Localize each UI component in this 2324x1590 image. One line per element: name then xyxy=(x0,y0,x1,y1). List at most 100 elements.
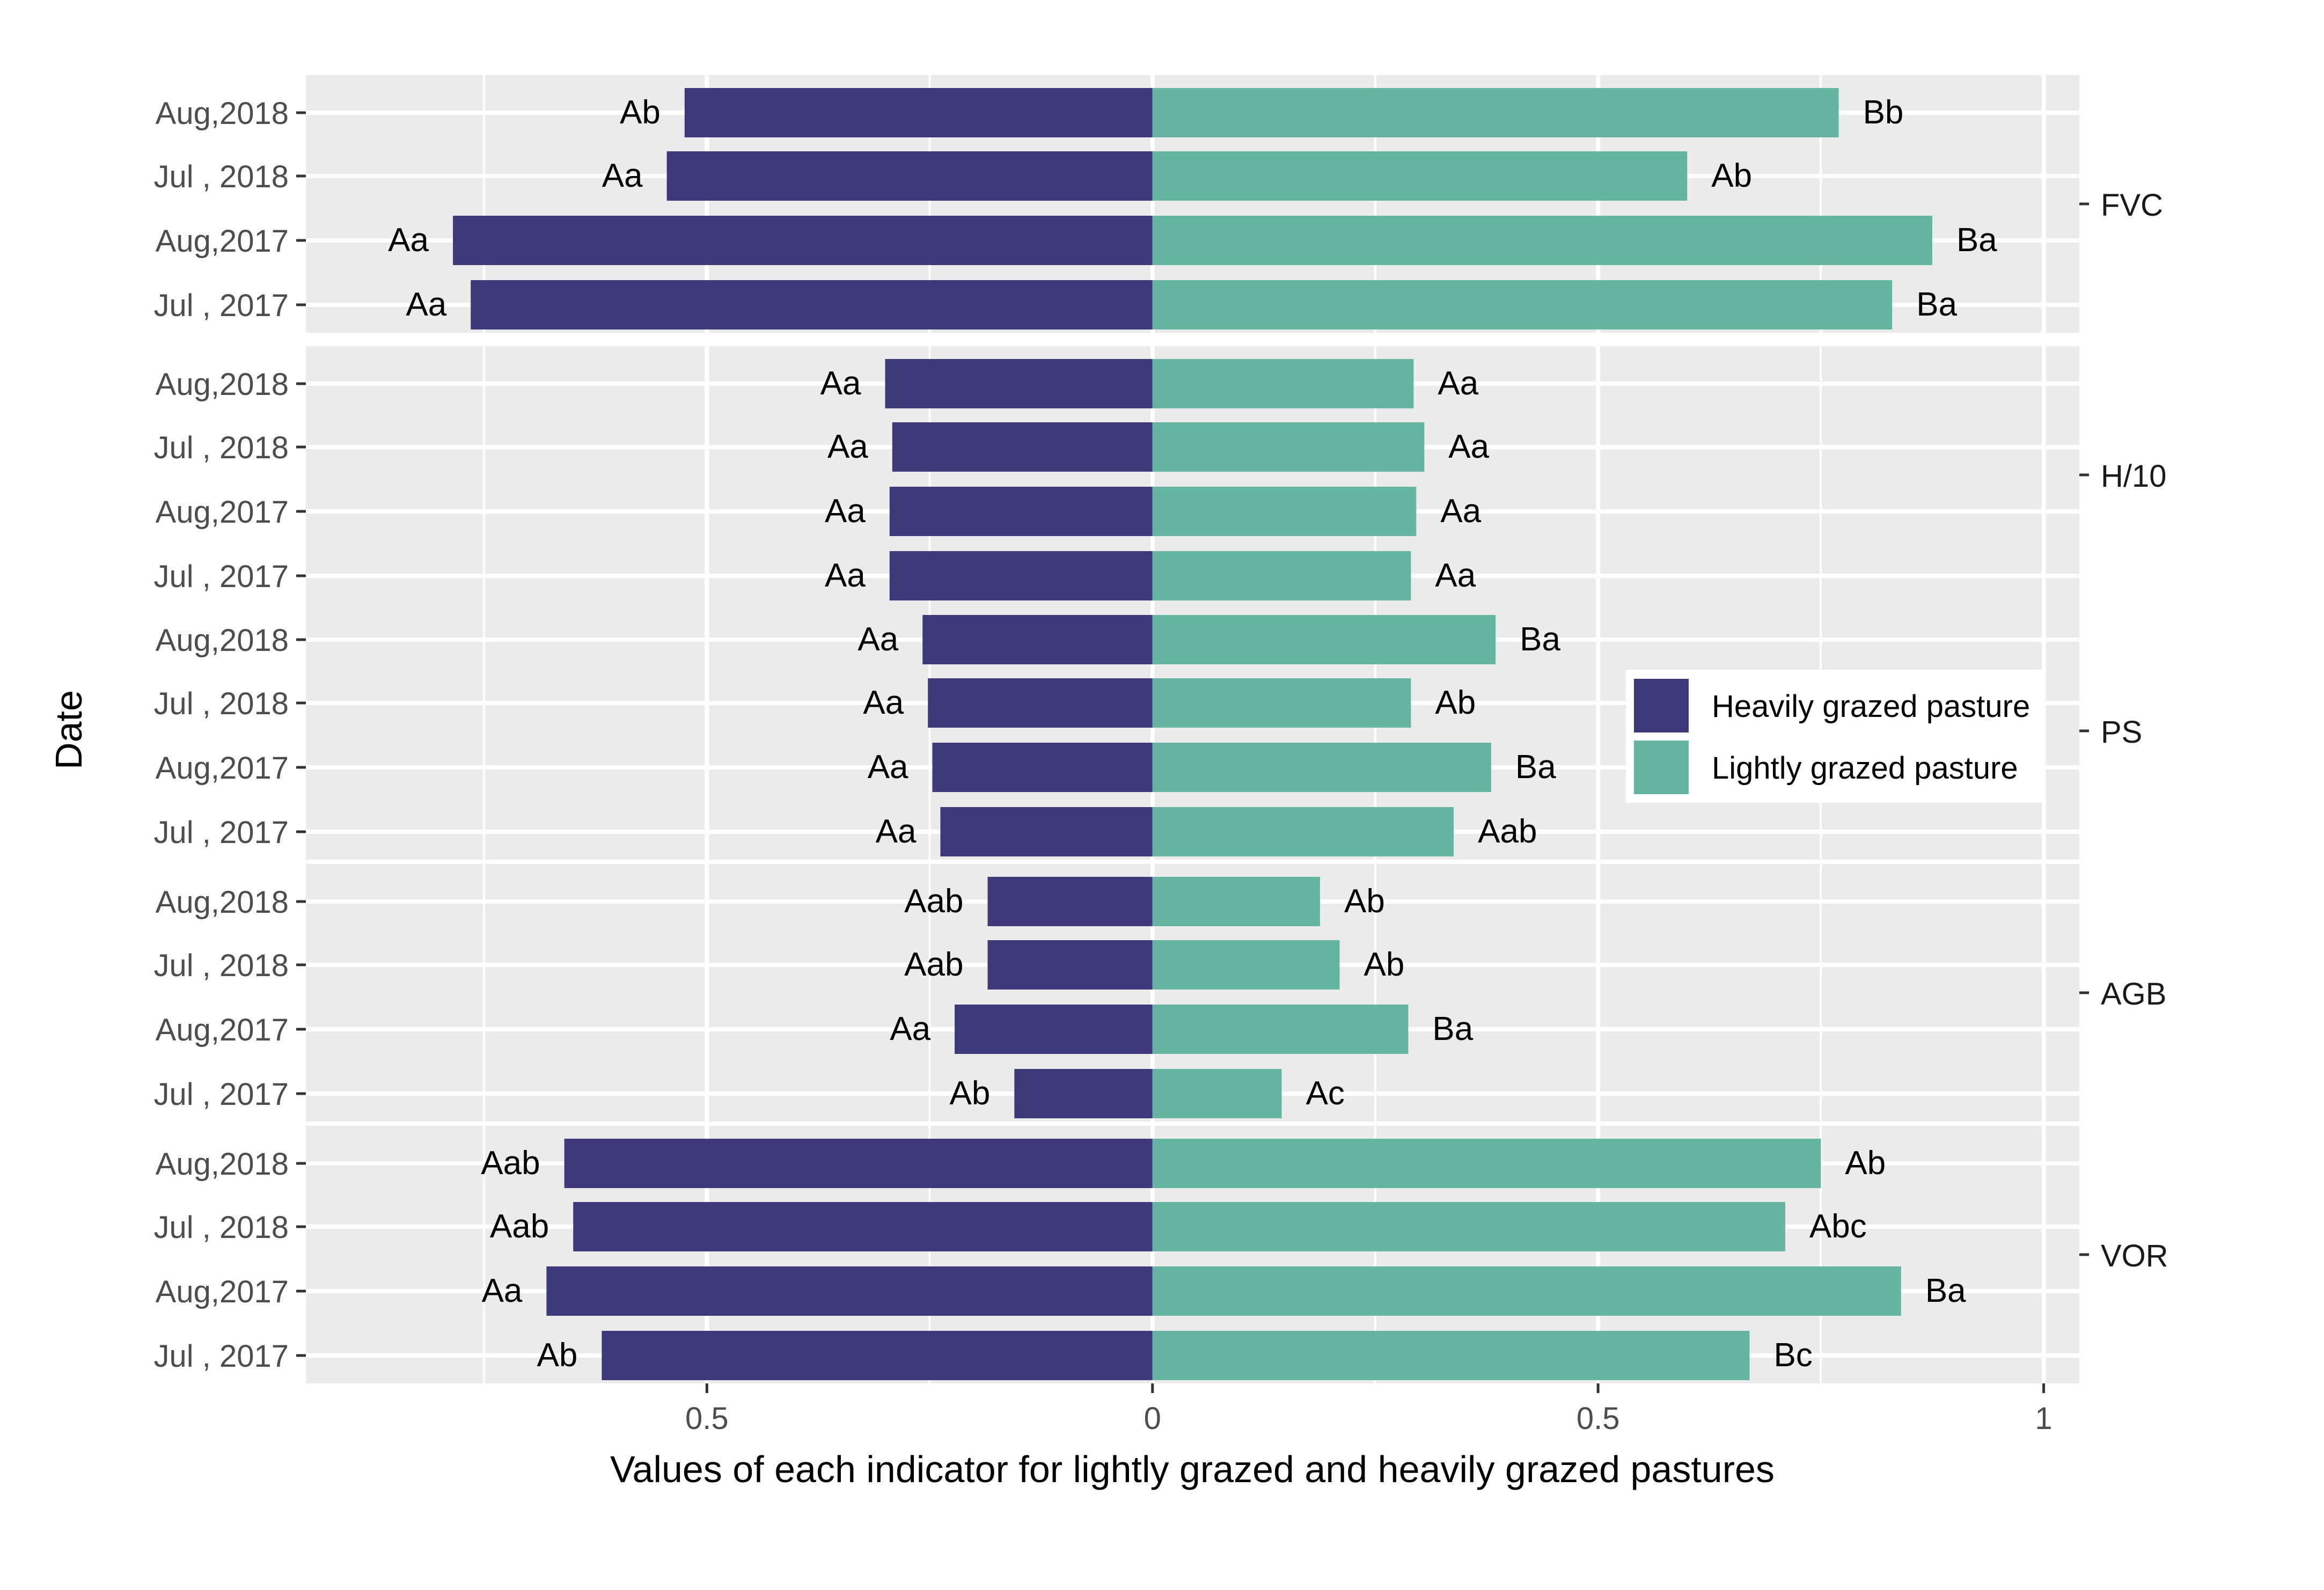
y-tick-label: Jul , 2017 xyxy=(153,559,289,594)
legend: Heavily grazed pasture Lightly grazed pa… xyxy=(1626,670,2044,803)
y-tick-label: Jul , 2017 xyxy=(153,815,289,850)
bar-label-light: Aab xyxy=(1478,813,1537,850)
x-tick-label: 1 xyxy=(2035,1401,2052,1436)
bar-label-heavy: Aa xyxy=(388,222,429,259)
facet-label-h-10: H/10 xyxy=(2101,459,2167,494)
bar-light-h-10-1 xyxy=(1152,422,1425,472)
legend-label-heavy: Heavily grazed pasture xyxy=(1712,689,2030,724)
y-ticks-layer: Aug,2018 Jul , 2018 Aug,2017 Jul , 2017 Aug,… xyxy=(153,96,306,1374)
legend-label-light: Lightly grazed pasture xyxy=(1712,751,2018,786)
bar-light-ps-1 xyxy=(1152,678,1411,728)
bar-label-light: Ba xyxy=(1956,222,1997,259)
x-tick-label: 0.5 xyxy=(685,1401,729,1436)
bar-label-light: Ba xyxy=(1515,749,1556,786)
bar-label-light: Ab xyxy=(1711,157,1752,194)
y-tick-label: Jul , 2017 xyxy=(153,1077,289,1112)
bar-label-light: Ab xyxy=(1435,684,1476,721)
facet-label-vor: VOR xyxy=(2101,1239,2168,1273)
bar-label-heavy: Aa xyxy=(868,749,908,786)
legend-background xyxy=(1626,670,2044,803)
bar-label-heavy: Aa xyxy=(890,1010,930,1047)
bar-label-light: Ac xyxy=(1306,1075,1345,1112)
y-tick-label: Jul , 2018 xyxy=(153,948,289,983)
bar-light-ps-0 xyxy=(1152,615,1496,664)
y-tick-label: Aug,2017 xyxy=(156,1013,289,1047)
bar-light-vor-0 xyxy=(1152,1139,1821,1188)
bar-light-ps-3 xyxy=(1152,807,1454,856)
bar-labels-layer: Ab Bb Aa Ab Aa Ba Aa Ba Aa Aa Aa Aa Aa Aa Aa Aa Aa Ba Aa Ab… xyxy=(388,94,1997,1374)
bar-heavy-h-10-1 xyxy=(892,422,1153,472)
bar-label-light: Ba xyxy=(1916,286,1957,323)
facet-label-fvc: FVC xyxy=(2101,188,2163,223)
x-axis-title: Values of each indicator for lightly gra… xyxy=(610,1448,1775,1490)
bar-label-light: Aa xyxy=(1435,557,1476,594)
bar-heavy-h-10-3 xyxy=(889,551,1153,600)
bar-heavy-vor-0 xyxy=(564,1139,1153,1188)
bar-label-light: Abc xyxy=(1809,1208,1867,1245)
legend-swatch-light xyxy=(1634,741,1689,794)
y-tick-label: Jul , 2018 xyxy=(153,1210,289,1245)
x-tick-label: 0.5 xyxy=(1577,1401,1620,1436)
bar-light-h-10-2 xyxy=(1152,487,1417,536)
y-tick-label: Aug,2018 xyxy=(156,96,289,131)
bar-heavy-ps-3 xyxy=(940,807,1153,856)
x-tick-label: 0 xyxy=(1144,1401,1161,1436)
bar-label-light: Aa xyxy=(1448,428,1489,465)
bar-label-light: Ab xyxy=(1845,1145,1886,1182)
bar-label-heavy: Aa xyxy=(876,813,917,850)
bar-heavy-ps-2 xyxy=(932,743,1153,792)
bar-label-light: Aa xyxy=(1438,365,1478,402)
bar-heavy-ps-0 xyxy=(922,615,1153,664)
bars-layer xyxy=(453,88,1932,1380)
legend-swatch-heavy xyxy=(1634,679,1689,732)
bar-label-heavy: Ab xyxy=(620,94,661,131)
bar-label-light: Ba xyxy=(1432,1010,1473,1047)
bar-light-agb-1 xyxy=(1152,940,1340,990)
y-tick-label: Jul , 2018 xyxy=(153,159,289,194)
facet-label-ps: PS xyxy=(2101,715,2142,750)
y-axis-title: Date xyxy=(48,690,90,770)
x-axis-layer: 0.5 0 0.5 1 xyxy=(685,1383,2052,1436)
bar-light-vor-1 xyxy=(1152,1202,1785,1251)
bar-label-light: Ba xyxy=(1520,621,1560,658)
bar-heavy-agb-3 xyxy=(1014,1069,1153,1118)
bar-heavy-fvc-3 xyxy=(471,280,1153,329)
bar-heavy-h-10-2 xyxy=(889,487,1153,536)
bar-label-heavy: Aab xyxy=(904,946,963,983)
y-tick-label: Jul , 2018 xyxy=(153,430,289,465)
bar-label-heavy: Aab xyxy=(490,1208,549,1245)
bar-label-light: Ba xyxy=(1925,1272,1966,1309)
bar-heavy-fvc-0 xyxy=(684,88,1153,137)
bar-heavy-ps-1 xyxy=(928,678,1153,728)
bar-light-vor-3 xyxy=(1152,1331,1750,1380)
bar-light-fvc-2 xyxy=(1152,216,1932,265)
bar-heavy-vor-2 xyxy=(546,1266,1153,1316)
y-tick-label: Aug,2017 xyxy=(156,751,289,786)
y-tick-label: Jul , 2017 xyxy=(153,1339,289,1374)
y-tick-label: Aug,2017 xyxy=(156,1274,289,1309)
facet-label-agb: AGB xyxy=(2101,977,2167,1012)
bar-label-heavy: Aab xyxy=(904,883,963,920)
bar-light-ps-2 xyxy=(1152,743,1491,792)
bar-heavy-agb-1 xyxy=(987,940,1153,990)
y-tick-label: Jul , 2018 xyxy=(153,686,289,721)
bar-label-heavy: Aa xyxy=(863,684,904,721)
bar-heavy-vor-3 xyxy=(602,1331,1153,1380)
bar-label-heavy: Aa xyxy=(825,493,866,530)
y-tick-label: Aug,2018 xyxy=(156,885,289,920)
bar-heavy-agb-2 xyxy=(955,1005,1153,1054)
bar-label-heavy: Ab xyxy=(537,1337,578,1374)
bar-label-light: Ab xyxy=(1344,883,1385,920)
bar-light-fvc-3 xyxy=(1152,280,1893,329)
bar-light-vor-2 xyxy=(1152,1266,1901,1316)
bar-light-h-10-3 xyxy=(1152,551,1411,600)
y-tick-label: Aug,2018 xyxy=(156,623,289,658)
y-tick-label: Aug,2017 xyxy=(156,224,289,259)
bar-label-heavy: Aa xyxy=(820,365,861,402)
bar-heavy-fvc-1 xyxy=(666,151,1153,201)
bar-heavy-fvc-2 xyxy=(453,216,1153,265)
bar-label-heavy: Aa xyxy=(857,621,898,658)
y-tick-label: Aug,2018 xyxy=(156,367,289,402)
y-tick-label: Jul , 2017 xyxy=(153,288,289,323)
